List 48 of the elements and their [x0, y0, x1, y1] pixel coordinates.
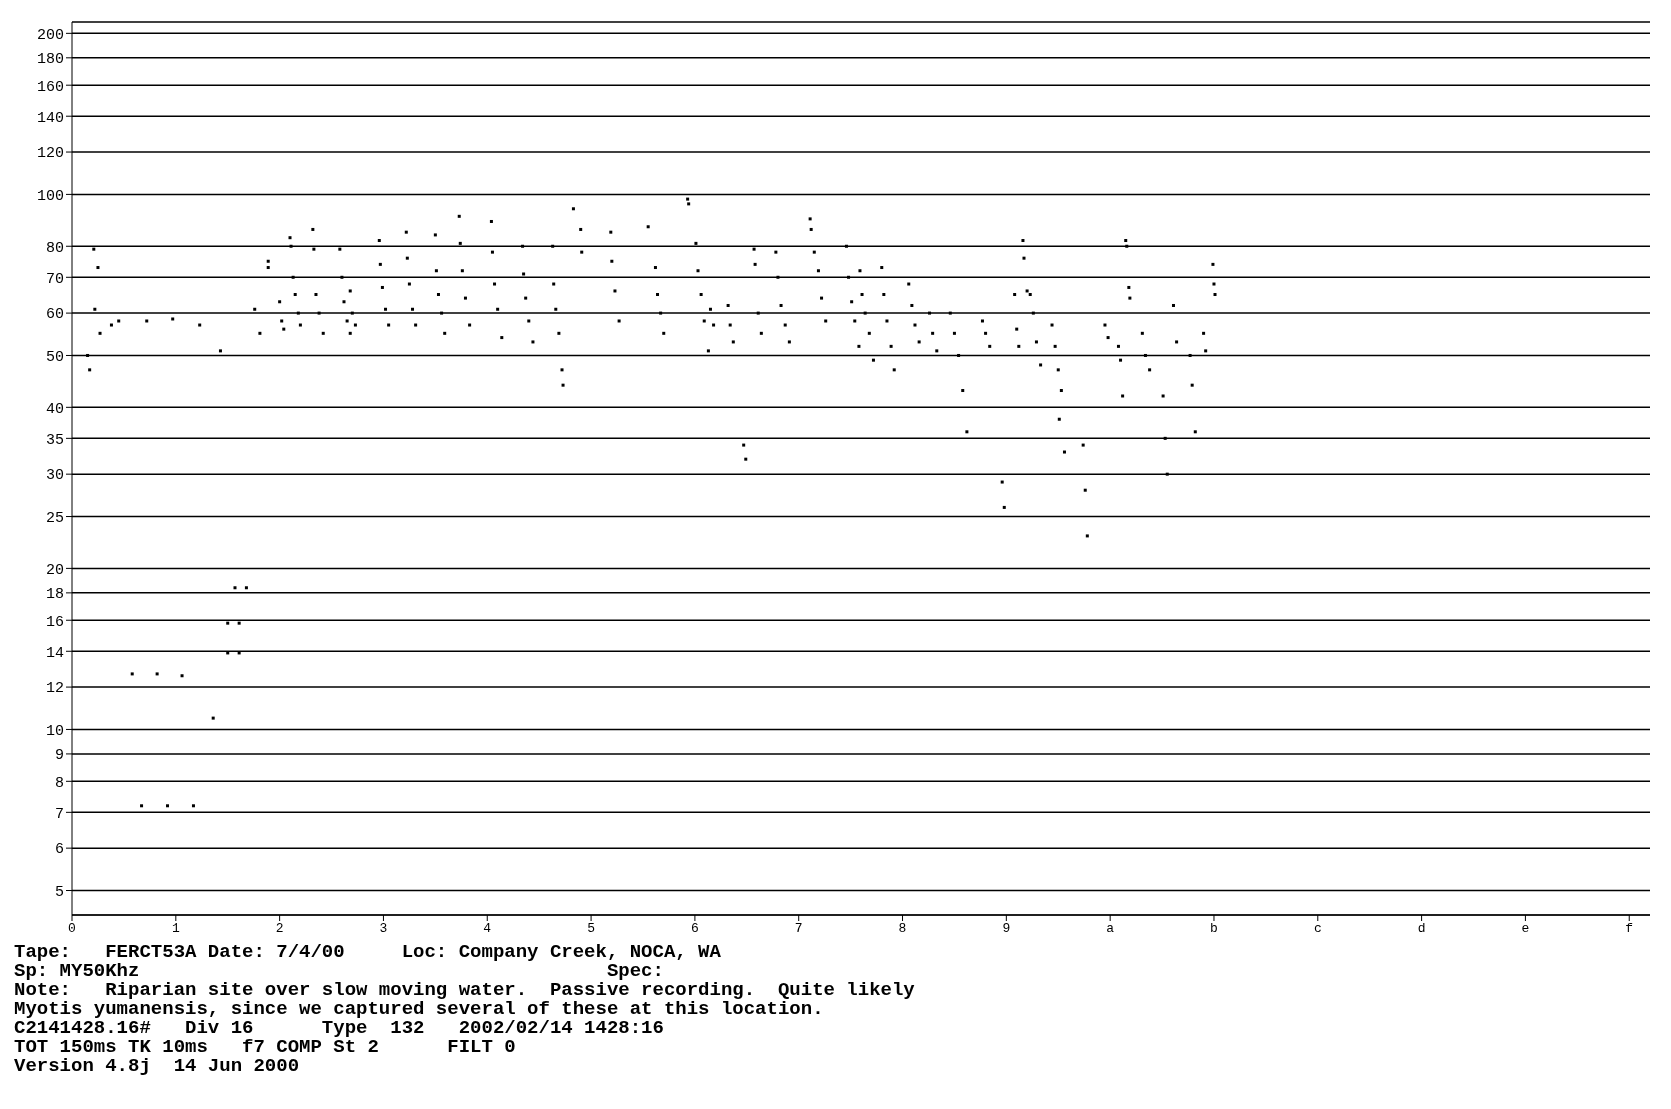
x-tick-label: 4 — [483, 921, 492, 937]
y-tick-label: 20 — [45, 561, 64, 579]
text: Version 4.8j 14 Jun 2000 — [14, 1055, 301, 1077]
x-tick-label: f — [1625, 921, 1634, 937]
y-tick-label: 35 — [45, 431, 64, 449]
y-tick-label: 80 — [45, 239, 64, 257]
x-tick-label: 1 — [171, 921, 180, 937]
x-tick-label: 0 — [68, 921, 76, 937]
y-tick-label: 180 — [36, 51, 64, 69]
y-tick-label: 10 — [45, 722, 64, 740]
y-tick-label: 7 — [54, 805, 64, 823]
y-tick-label: 12 — [45, 680, 64, 698]
y-tick-label: 25 — [45, 509, 64, 527]
y-tick-label: 14 — [45, 644, 64, 662]
y-tick-label: 6 — [54, 841, 64, 859]
x-tick-label: 7 — [794, 921, 803, 937]
text: Myotis yumanensis, since we captured several of these at this location. — [14, 998, 824, 1020]
x-tick-label: e — [1521, 921, 1530, 937]
y-tick-label: 100 — [36, 187, 64, 205]
y-tick-label: 16 — [45, 613, 64, 631]
y-tick-label: 120 — [36, 145, 64, 163]
x-tick-label: 3 — [379, 921, 388, 937]
text: C2141428.16# Div 16 Type 132 2002/02/14 1428:16 — [14, 1017, 665, 1039]
y-tick-label: 200 — [36, 26, 64, 44]
y-tick-label: 140 — [36, 109, 64, 127]
y-tick-label: 5 — [54, 883, 64, 901]
y-tick-label: 70 — [45, 270, 64, 288]
x-tick-label: c — [1313, 921, 1322, 937]
x-tick-label: d — [1417, 921, 1426, 937]
x-tick-label: 5 — [587, 921, 595, 937]
y-tick-label: 30 — [45, 467, 64, 485]
x-tick-label: 6 — [690, 921, 699, 937]
y-tick-label: 8 — [54, 774, 64, 792]
text: Note: Riparian site over slow moving water. Passive recording. Quite likely — [14, 979, 916, 1001]
y-tick-label: 60 — [45, 306, 64, 324]
x-tick-label: 9 — [1002, 921, 1011, 937]
y-tick-label: 9 — [54, 747, 64, 765]
y-tick-label: 18 — [45, 586, 64, 604]
y-tick-label: 40 — [45, 400, 64, 418]
y-tick-label: 160 — [36, 78, 64, 96]
x-tick-label: 8 — [898, 921, 907, 937]
x-tick-label: b — [1210, 921, 1218, 937]
x-tick-label: 2 — [275, 921, 284, 937]
y-tick-label: 50 — [45, 348, 64, 366]
text: Sp: MY50Khz Spec: — [14, 960, 665, 982]
x-tick-label: a — [1106, 921, 1115, 937]
text: Tape: FERCT53A Date: 7/4/00 Loc: Company Creek, NOCA, WA — [14, 941, 722, 963]
text: TOT 150ms TK 10ms f7 COMP St 2 FILT 0 — [14, 1036, 517, 1058]
